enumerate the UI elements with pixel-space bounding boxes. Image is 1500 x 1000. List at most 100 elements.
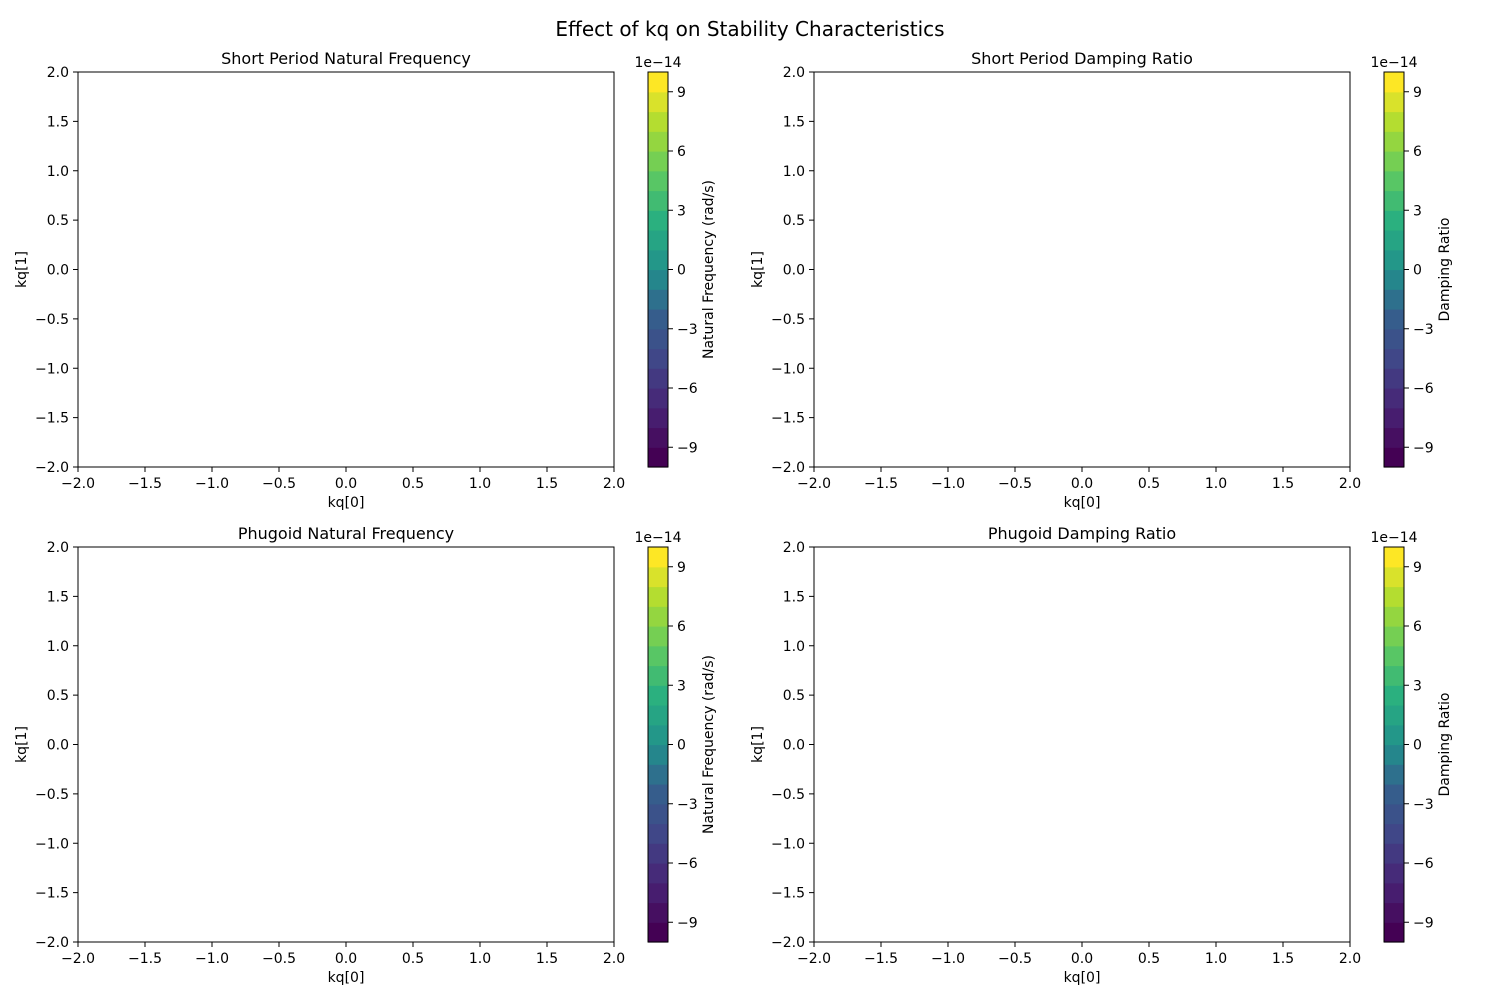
colorbar-level [1384, 665, 1404, 686]
colorbar-level [648, 190, 668, 211]
y-tick-label: 0.0 [47, 738, 69, 754]
y-tick-label: −1.5 [771, 411, 805, 427]
colorbar-level [1384, 151, 1404, 172]
y-tick-label: −0.5 [35, 787, 69, 803]
x-tick-label: 1.5 [1272, 951, 1294, 967]
colorbar-level [1384, 863, 1404, 884]
y-tick-label: −2.0 [35, 935, 69, 951]
subplot-1: Short Period Natural Frequency −2.0 −1.5 −1… [14, 49, 717, 511]
colorbar-level [1384, 289, 1404, 310]
colorbar-level [648, 131, 668, 152]
x-tick-label: −0.5 [262, 951, 296, 967]
colorbar-tick-label: 3 [677, 203, 686, 219]
y-tick-label: −1.5 [35, 411, 69, 427]
y-tick-label: −0.5 [771, 312, 805, 328]
colorbar-level [1384, 685, 1404, 706]
colorbar-level [648, 724, 668, 746]
y-tick-label: 0.5 [47, 213, 69, 229]
colorbar-level [648, 427, 668, 448]
colorbar-level [648, 289, 668, 310]
y-tick-label: 1.0 [783, 164, 805, 180]
colorbar-level [1384, 230, 1404, 251]
colorbar-level [1384, 784, 1404, 805]
colorbar-level [648, 309, 668, 330]
colorbar-offset-label: 1e−14 [1370, 55, 1417, 71]
x-tick-label: 1.0 [469, 476, 491, 492]
x-tick-label: −1.0 [931, 951, 965, 967]
colorbar-level [1384, 368, 1404, 389]
y-tick-label: −1.5 [771, 886, 805, 902]
y-tick-label: 1.0 [783, 639, 805, 655]
colorbar-offset-label: 1e−14 [634, 55, 681, 71]
colorbar-tick-label: 9 [1413, 560, 1422, 576]
colorbar-level [648, 823, 668, 844]
colorbar-level [1384, 72, 1404, 93]
y-axis-label: kq[1] [750, 251, 766, 288]
colorbar-tick-label: 9 [677, 85, 686, 101]
x-tick-label: 2.0 [1339, 951, 1361, 967]
x-tick-label: 2.0 [1339, 476, 1361, 492]
colorbar-level [1384, 705, 1404, 726]
colorbar-level [1384, 724, 1404, 746]
colorbar-level [648, 151, 668, 172]
colorbar-tick-label: 3 [677, 678, 686, 694]
colorbar-label: Natural Frequency (rad/s) [701, 655, 717, 834]
y-tick-label: −1.0 [35, 361, 69, 377]
colorbar-level [1384, 447, 1404, 468]
colorbar-level [648, 626, 668, 647]
y-tick-label: 1.5 [47, 589, 69, 605]
y-tick-label: 0.0 [783, 738, 805, 754]
colorbar-level [1384, 626, 1404, 647]
y-tick-label: 1.0 [47, 639, 69, 655]
plot-area [77, 546, 615, 943]
subplot-title: Short Period Natural Frequency [221, 49, 471, 68]
x-tick-label: −0.5 [998, 951, 1032, 967]
x-tick-label: 1.5 [1272, 476, 1294, 492]
colorbar-level [648, 744, 668, 765]
colorbar-tick-label: 0 [677, 738, 686, 754]
colorbar-level [648, 328, 668, 350]
subplot-title: Phugoid Damping Ratio [988, 524, 1176, 543]
x-tick-label: 0.5 [1138, 951, 1160, 967]
colorbar-level [648, 784, 668, 805]
colorbar-tick-label: −3 [677, 322, 698, 338]
colorbar-tick-label: −3 [677, 797, 698, 813]
colorbar-level [648, 91, 668, 113]
x-tick-label: 1.5 [536, 951, 558, 967]
colorbar-level [648, 843, 668, 864]
y-tick-label: 2.0 [783, 540, 805, 556]
colorbar-level [1384, 427, 1404, 448]
colorbar-level [648, 922, 668, 943]
x-tick-label: 1.0 [469, 951, 491, 967]
x-tick-label: 1.0 [1205, 476, 1227, 492]
subplot-title: Phugoid Natural Frequency [238, 524, 454, 543]
colorbar-offset-label: 1e−14 [634, 530, 681, 546]
colorbar-tick-label: −3 [1413, 322, 1434, 338]
x-tick-label: −1.5 [864, 951, 898, 967]
x-tick-label: 0.0 [335, 951, 357, 967]
x-tick-label: 0.5 [1138, 476, 1160, 492]
y-axis-label: kq[1] [750, 726, 766, 763]
colorbar-level [648, 269, 668, 290]
colorbar-tick-label: 6 [677, 144, 686, 160]
y-tick-label: −0.5 [35, 312, 69, 328]
colorbar-level [1384, 803, 1404, 825]
x-axis-label: kq[0] [1064, 970, 1101, 986]
colorbar-tick-label: −9 [1413, 440, 1434, 456]
colorbar-level [648, 447, 668, 468]
colorbar-level [1384, 328, 1404, 350]
x-tick-label: −0.5 [998, 476, 1032, 492]
y-tick-label: 0.5 [783, 688, 805, 704]
colorbar-level [648, 566, 668, 588]
y-tick-label: −2.0 [771, 935, 805, 951]
x-tick-label: 1.0 [1205, 951, 1227, 967]
x-axis-label: kq[0] [1064, 495, 1101, 511]
colorbar-level [1384, 190, 1404, 211]
plot-area [813, 71, 1351, 468]
x-tick-label: −2.0 [61, 476, 95, 492]
colorbar-level [648, 705, 668, 726]
colorbar-label: Natural Frequency (rad/s) [701, 180, 717, 359]
colorbar-label: Damping Ratio [1437, 693, 1453, 797]
colorbar-level [1384, 547, 1404, 568]
colorbar-tick-label: −6 [677, 381, 698, 397]
